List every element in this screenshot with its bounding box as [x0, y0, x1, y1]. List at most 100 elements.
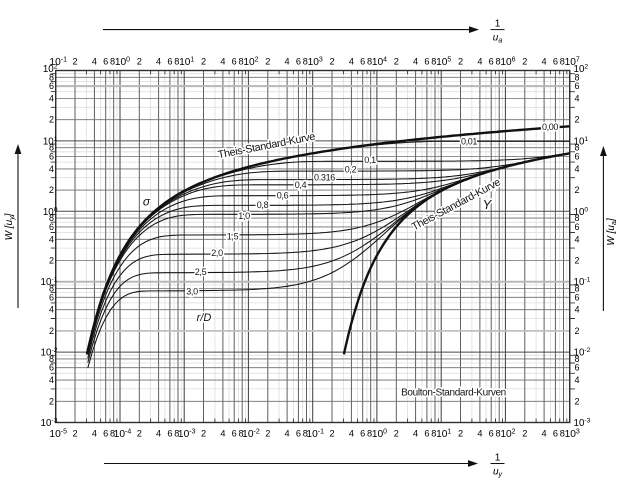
- svg-text:1: 1: [495, 19, 501, 30]
- svg-text:4: 4: [49, 234, 54, 244]
- svg-text:8: 8: [49, 72, 54, 82]
- svg-text:102: 102: [43, 64, 58, 76]
- svg-text:1,0: 1,0: [238, 211, 250, 221]
- svg-text:1,5: 1,5: [227, 232, 239, 242]
- svg-text:4: 4: [49, 94, 54, 104]
- svg-text:2: 2: [575, 326, 580, 336]
- svg-text:6: 6: [232, 57, 237, 67]
- svg-text:ua: ua: [493, 33, 503, 45]
- svg-text:8: 8: [49, 284, 54, 294]
- svg-text:2: 2: [72, 429, 77, 439]
- svg-text:0,6: 0,6: [277, 191, 289, 201]
- svg-text:0,00: 0,00: [542, 122, 558, 132]
- svg-text:2: 2: [458, 57, 463, 67]
- svg-text:10-2: 10-2: [574, 347, 591, 359]
- svg-text:6: 6: [575, 222, 580, 232]
- svg-text:6: 6: [103, 429, 108, 439]
- svg-text:8: 8: [560, 429, 565, 439]
- svg-text:10-3: 10-3: [574, 418, 591, 430]
- svg-text:10-1: 10-1: [306, 429, 324, 441]
- svg-text:8: 8: [303, 57, 308, 67]
- svg-text:2: 2: [329, 57, 334, 67]
- svg-text:0,2: 0,2: [345, 165, 357, 175]
- svg-text:1,0: 1,0: [238, 211, 250, 221]
- svg-text:6: 6: [49, 363, 54, 373]
- svg-text:4: 4: [156, 429, 161, 439]
- svg-text:0,01: 0,01: [461, 136, 477, 146]
- svg-text:2,5: 2,5: [195, 267, 207, 277]
- svg-text:1,5: 1,5: [227, 232, 239, 242]
- svg-text:102: 102: [574, 64, 589, 76]
- svg-text:0,00: 0,00: [542, 122, 558, 132]
- svg-text:101: 101: [43, 136, 58, 148]
- svg-text:102: 102: [500, 429, 515, 441]
- svg-text:10-2: 10-2: [242, 429, 260, 441]
- svg-text:2,5: 2,5: [195, 267, 207, 277]
- svg-text:4: 4: [49, 305, 54, 315]
- svg-text:8: 8: [575, 72, 580, 82]
- svg-text:8: 8: [238, 57, 243, 67]
- svg-text:101: 101: [179, 57, 194, 69]
- svg-text:uy: uy: [493, 467, 503, 479]
- svg-text:101: 101: [574, 136, 589, 148]
- svg-text:4: 4: [542, 57, 547, 67]
- svg-text:8: 8: [238, 429, 243, 439]
- svg-text:6: 6: [575, 81, 580, 91]
- svg-text:4: 4: [477, 429, 482, 439]
- svg-text:104: 104: [372, 57, 387, 69]
- svg-text:4: 4: [575, 375, 580, 385]
- svg-text:Y: Y: [483, 197, 493, 212]
- svg-text:4: 4: [92, 57, 97, 67]
- svg-text:2: 2: [49, 115, 54, 125]
- svg-text:2: 2: [137, 57, 142, 67]
- svg-text:2,0: 2,0: [211, 248, 223, 258]
- svg-text:4: 4: [575, 305, 580, 315]
- svg-text:0,1: 0,1: [364, 155, 376, 165]
- svg-text:6: 6: [360, 57, 365, 67]
- svg-text:10-1: 10-1: [41, 277, 58, 289]
- svg-text:4: 4: [575, 234, 580, 244]
- svg-text:r/D: r/D: [197, 312, 212, 324]
- svg-text:6: 6: [553, 57, 558, 67]
- svg-text:0,2: 0,2: [345, 165, 357, 175]
- svg-text:101: 101: [436, 429, 451, 441]
- svg-text:8: 8: [367, 57, 372, 67]
- svg-text:105: 105: [436, 57, 451, 69]
- svg-text:6: 6: [489, 57, 494, 67]
- svg-text:0.316: 0.316: [314, 173, 335, 183]
- svg-text:4: 4: [285, 429, 290, 439]
- svg-text:W [uy]: W [uy]: [4, 213, 16, 240]
- svg-text:6: 6: [296, 429, 301, 439]
- svg-text:2: 2: [49, 396, 54, 406]
- svg-text:8: 8: [49, 354, 54, 364]
- svg-text:2: 2: [265, 429, 270, 439]
- svg-text:6: 6: [167, 429, 172, 439]
- svg-text:4: 4: [542, 429, 547, 439]
- svg-text:8: 8: [575, 143, 580, 153]
- svg-text:0,8: 0,8: [257, 200, 269, 210]
- svg-text:2: 2: [201, 57, 206, 67]
- svg-text:6: 6: [575, 152, 580, 162]
- svg-text:8: 8: [110, 57, 115, 67]
- svg-text:6: 6: [424, 57, 429, 67]
- svg-text:2,0: 2,0: [211, 248, 223, 258]
- svg-text:r/D: r/D: [197, 312, 212, 324]
- svg-text:106: 106: [500, 57, 515, 69]
- svg-text:0,4: 0,4: [295, 180, 307, 190]
- svg-text:6: 6: [575, 292, 580, 302]
- svg-text:100: 100: [115, 57, 130, 69]
- svg-text:0,8: 0,8: [257, 200, 269, 210]
- svg-text:0,01: 0,01: [461, 136, 477, 146]
- svg-text:2: 2: [201, 429, 206, 439]
- svg-text:2: 2: [575, 396, 580, 406]
- svg-text:10-3: 10-3: [178, 429, 196, 441]
- svg-text:2: 2: [394, 57, 399, 67]
- svg-text:10-1: 10-1: [49, 57, 67, 69]
- svg-text:8: 8: [575, 213, 580, 223]
- svg-text:σ: σ: [143, 195, 151, 209]
- svg-text:4: 4: [220, 429, 225, 439]
- svg-text:4: 4: [413, 57, 418, 67]
- svg-text:4: 4: [285, 57, 290, 67]
- svg-text:6: 6: [360, 429, 365, 439]
- svg-text:100: 100: [372, 429, 387, 441]
